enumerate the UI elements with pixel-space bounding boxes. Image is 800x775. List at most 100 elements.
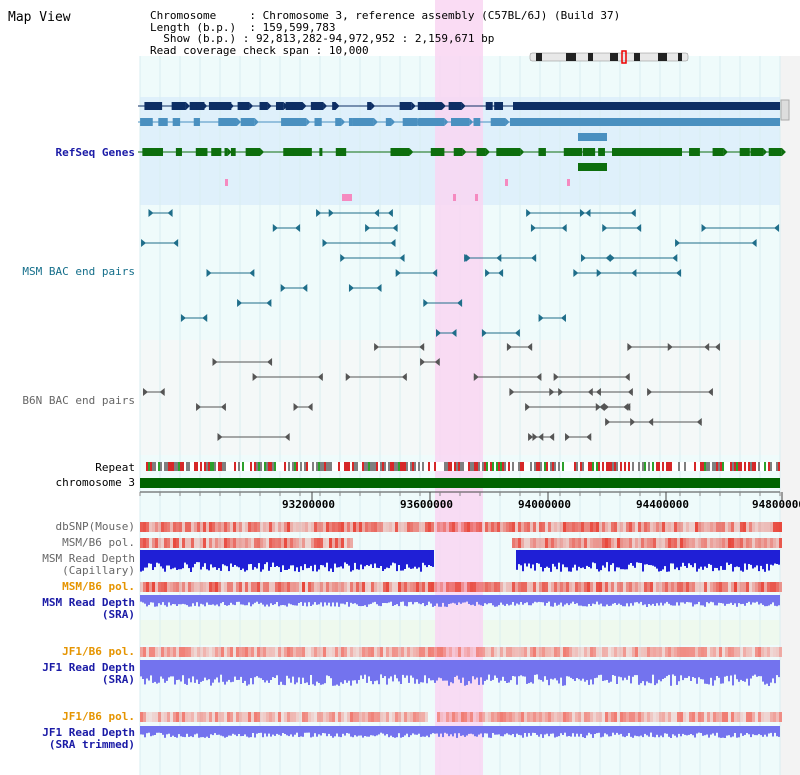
track-label-msm-bac[interactable]: MSM BAC end pairs <box>22 265 135 278</box>
gene-row-dark-arrow <box>461 102 466 110</box>
repeat-mark <box>186 462 188 471</box>
track-label-msm-b6-pol-2[interactable]: MSM/B6 pol. <box>62 580 135 593</box>
gene-row-mid-exon <box>229 118 237 126</box>
jf1-depth-trim-bar <box>384 726 386 736</box>
repeat-mark <box>332 462 334 471</box>
msm-depth-capillary-bar <box>580 550 582 569</box>
msm-pol-strip-2 <box>668 582 671 592</box>
track-label-jf1-b6-pol-2[interactable]: JF1/B6 pol. <box>62 710 135 723</box>
jf1-depth-sra-bar <box>508 660 510 683</box>
jf1-depth-sra-bar <box>356 660 358 684</box>
chromosome-key: Chromosome <box>150 9 217 22</box>
msm-depth-sra-bar <box>644 595 646 605</box>
msm-pol-strip-1 <box>671 538 674 548</box>
jf1-pol-strip-1 <box>776 647 779 657</box>
jf1-depth-trim-bar <box>582 726 584 738</box>
gene-row-dark-exon <box>192 102 197 110</box>
repeat-mark <box>214 462 216 471</box>
dbsnp-strip <box>461 522 464 532</box>
gene-row-green-arrow <box>227 148 232 156</box>
jf1-depth-sra-bar <box>606 660 608 680</box>
msm-pol-strip-2 <box>302 582 305 592</box>
jf1-pol-strip-2 <box>449 712 452 722</box>
repeat-mark <box>694 462 696 471</box>
track-label-chromosome[interactable]: chromosome 3 <box>55 476 135 489</box>
jf1-pol-strip-2 <box>200 712 203 722</box>
msm-bac-pair-end <box>180 314 186 322</box>
jf1-pol-strip-1 <box>272 647 275 657</box>
dbsnp-strip <box>308 522 311 532</box>
repeat-mark <box>752 462 754 471</box>
jf1-pol-strip-1 <box>644 647 647 657</box>
jf1-depth-trim-bar <box>398 726 400 734</box>
msm-pol-strip-2 <box>749 582 752 592</box>
msm-bac-pair-end <box>457 299 463 307</box>
jf1-pol-strip-1 <box>206 647 209 657</box>
jf1-depth-trim-bar <box>162 726 164 735</box>
jf1-depth-sra-bar <box>426 660 428 684</box>
track-label-jf1-depth-trim[interactable]: JF1 Read Depth <box>42 726 135 739</box>
track-label-dbsnp[interactable]: dbSNP(Mouse) <box>55 520 135 533</box>
track-label-repeat[interactable]: Repeat <box>95 461 135 474</box>
jf1-depth-trim-bar <box>436 726 438 734</box>
msm-depth-sra-bar <box>272 595 274 605</box>
dbsnp-strip <box>317 522 320 532</box>
repeat-mark <box>736 462 738 471</box>
dbsnp-strip <box>479 522 482 532</box>
jf1-depth-sra-bar <box>466 660 468 685</box>
jf1-depth-trim-bar <box>412 726 414 734</box>
msm-pol-strip-1 <box>581 538 584 548</box>
msm-depth-capillary-bar <box>748 550 750 564</box>
gene-row-green-arrow <box>462 148 467 156</box>
dbsnp-strip <box>578 522 581 532</box>
jf1-pol-strip-1 <box>248 647 251 657</box>
dbsnp-strip <box>680 522 683 532</box>
msm-depth-capillary-bar <box>258 550 260 564</box>
repeat-mark <box>532 462 534 471</box>
track-label-msm-depth-sra[interactable]: MSM Read Depth <box>42 596 135 609</box>
jf1-depth-sra-bar <box>420 660 422 683</box>
track-label-msm-b6-pol-1[interactable]: MSM/B6 pol. <box>62 536 135 549</box>
repeat-mark <box>520 462 522 471</box>
msm-depth-sra-bar <box>328 595 330 603</box>
b6n-bac-pair-end <box>159 388 165 396</box>
jf1-depth-sra-bar <box>682 660 684 681</box>
msm-bac-pair-end <box>514 329 520 337</box>
jf1-pol-strip-1 <box>608 647 611 657</box>
msm-pol-strip-1 <box>716 538 719 548</box>
dbsnp-strip <box>443 522 446 532</box>
jf1-pol-strip-2 <box>455 712 458 722</box>
msm-pol-strip-2 <box>260 582 263 592</box>
b6n-bac-pair-end <box>220 403 226 411</box>
dbsnp-strip <box>494 522 497 532</box>
b6n-bac-pair-end <box>586 433 592 441</box>
jf1-depth-sra-bar <box>644 660 646 686</box>
jf1-depth-sra-bar <box>240 660 242 677</box>
jf1-depth-trim-bar <box>294 726 296 735</box>
track-label-msm-depth-cap[interactable]: MSM Read Depth <box>42 552 135 565</box>
msm-pol-strip-2 <box>536 582 539 592</box>
jf1-depth-trim-bar <box>144 726 146 738</box>
msm-depth-capillary-bar <box>628 550 630 565</box>
msm-depth-capillary-bar <box>424 550 426 566</box>
gene-block-mid <box>513 118 780 126</box>
track-label-b6n-bac[interactable]: B6N BAC end pairs <box>22 394 135 407</box>
msm-pol-strip-1 <box>542 538 545 548</box>
msm-bac-pair-end <box>526 209 532 217</box>
jf1-depth-sra-bar <box>666 660 668 677</box>
jf1-pol-strip-2 <box>245 712 248 722</box>
jf1-depth-trim-bar <box>600 726 602 738</box>
msm-depth-sra-bar <box>308 595 310 603</box>
repeat-mark <box>272 462 274 471</box>
track-label-jf1-depth-sra[interactable]: JF1 Read Depth <box>42 661 135 674</box>
msm-depth-capillary-bar <box>340 550 342 567</box>
msm-pol-strip-2 <box>674 582 677 592</box>
msm-depth-sra-bar <box>616 595 618 605</box>
track-label-jf1-b6-pol-1[interactable]: JF1/B6 pol. <box>62 645 135 658</box>
repeat-mark <box>544 462 546 471</box>
msm-pol-strip-2 <box>581 582 584 592</box>
track-label-refseq-genes[interactable]: RefSeq Genes <box>55 146 135 159</box>
dbsnp-strip <box>656 522 659 532</box>
repeat-mark <box>428 462 430 471</box>
